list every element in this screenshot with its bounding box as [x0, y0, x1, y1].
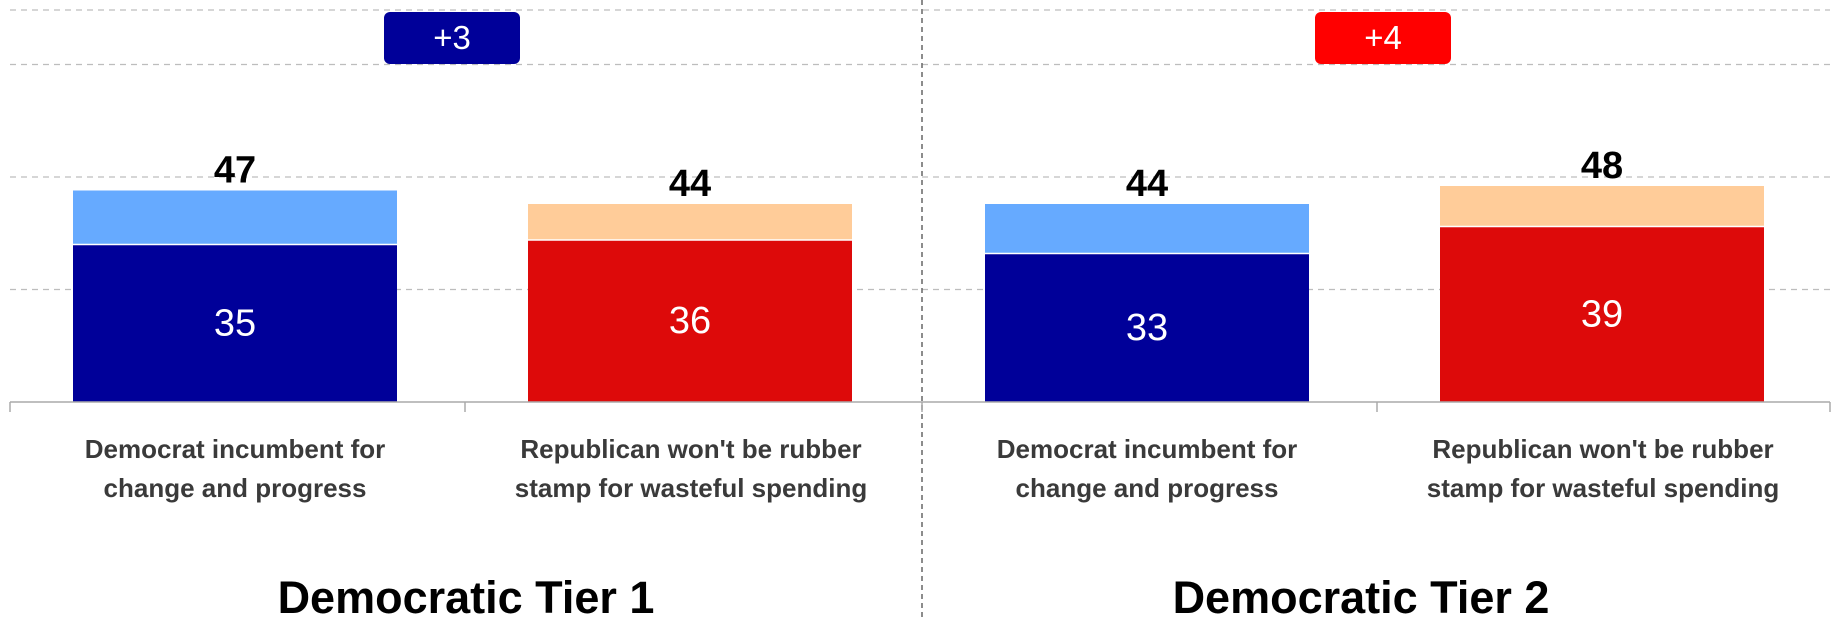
bar-segment-soft [1440, 186, 1764, 227]
bar-segment-base [1440, 226, 1764, 402]
bar-segment-base [73, 244, 397, 402]
bar-base-value-label: 39 [1581, 293, 1623, 335]
bar-segment-base [528, 240, 852, 402]
category-label-line: Democrat incumbent for [84, 434, 386, 464]
category-label-line: change and progress [103, 473, 367, 503]
category-label-line: Democrat incumbent for [996, 434, 1298, 464]
bar-base-value-label: 33 [1126, 307, 1168, 349]
margin-badge-tier-1: +3 [384, 12, 520, 64]
category-label-line: change and progress [1015, 473, 1279, 503]
category-label-line: Republican won't be rubber [1432, 434, 1774, 464]
bar-total-value-label: 44 [669, 163, 711, 205]
bar-total-value-label: 48 [1581, 145, 1623, 187]
panel-title-tier-1: Democratic Tier 1 [277, 572, 655, 623]
category-label-tier2-dem: Democrat incumbent for change and progre… [947, 430, 1347, 508]
bar-segment-base [985, 253, 1309, 402]
category-label-tier2-rep: Republican won't be rubber stamp for was… [1403, 430, 1803, 508]
bar-base-value-label: 35 [214, 302, 256, 344]
bar-segment-soft [528, 204, 852, 240]
category-label-tier1-dem: Democrat incumbent for change and progre… [35, 430, 435, 508]
bar-segment-soft [985, 204, 1309, 254]
category-label-tier1-rep: Republican won't be rubber stamp for was… [491, 430, 891, 508]
category-label-line: Republican won't be rubber [520, 434, 862, 464]
panel-title-tier-2: Democratic Tier 2 [1172, 572, 1550, 623]
margin-badge-tier-2: +4 [1315, 12, 1451, 64]
bar-segment-soft [73, 190, 397, 245]
bar-total-value-label: 47 [214, 150, 256, 192]
category-label-line: stamp for wasteful spending [514, 473, 868, 503]
bar-total-value-label: 44 [1126, 163, 1168, 205]
category-label-line: stamp for wasteful spending [1426, 473, 1780, 503]
bar-base-value-label: 36 [669, 300, 711, 342]
